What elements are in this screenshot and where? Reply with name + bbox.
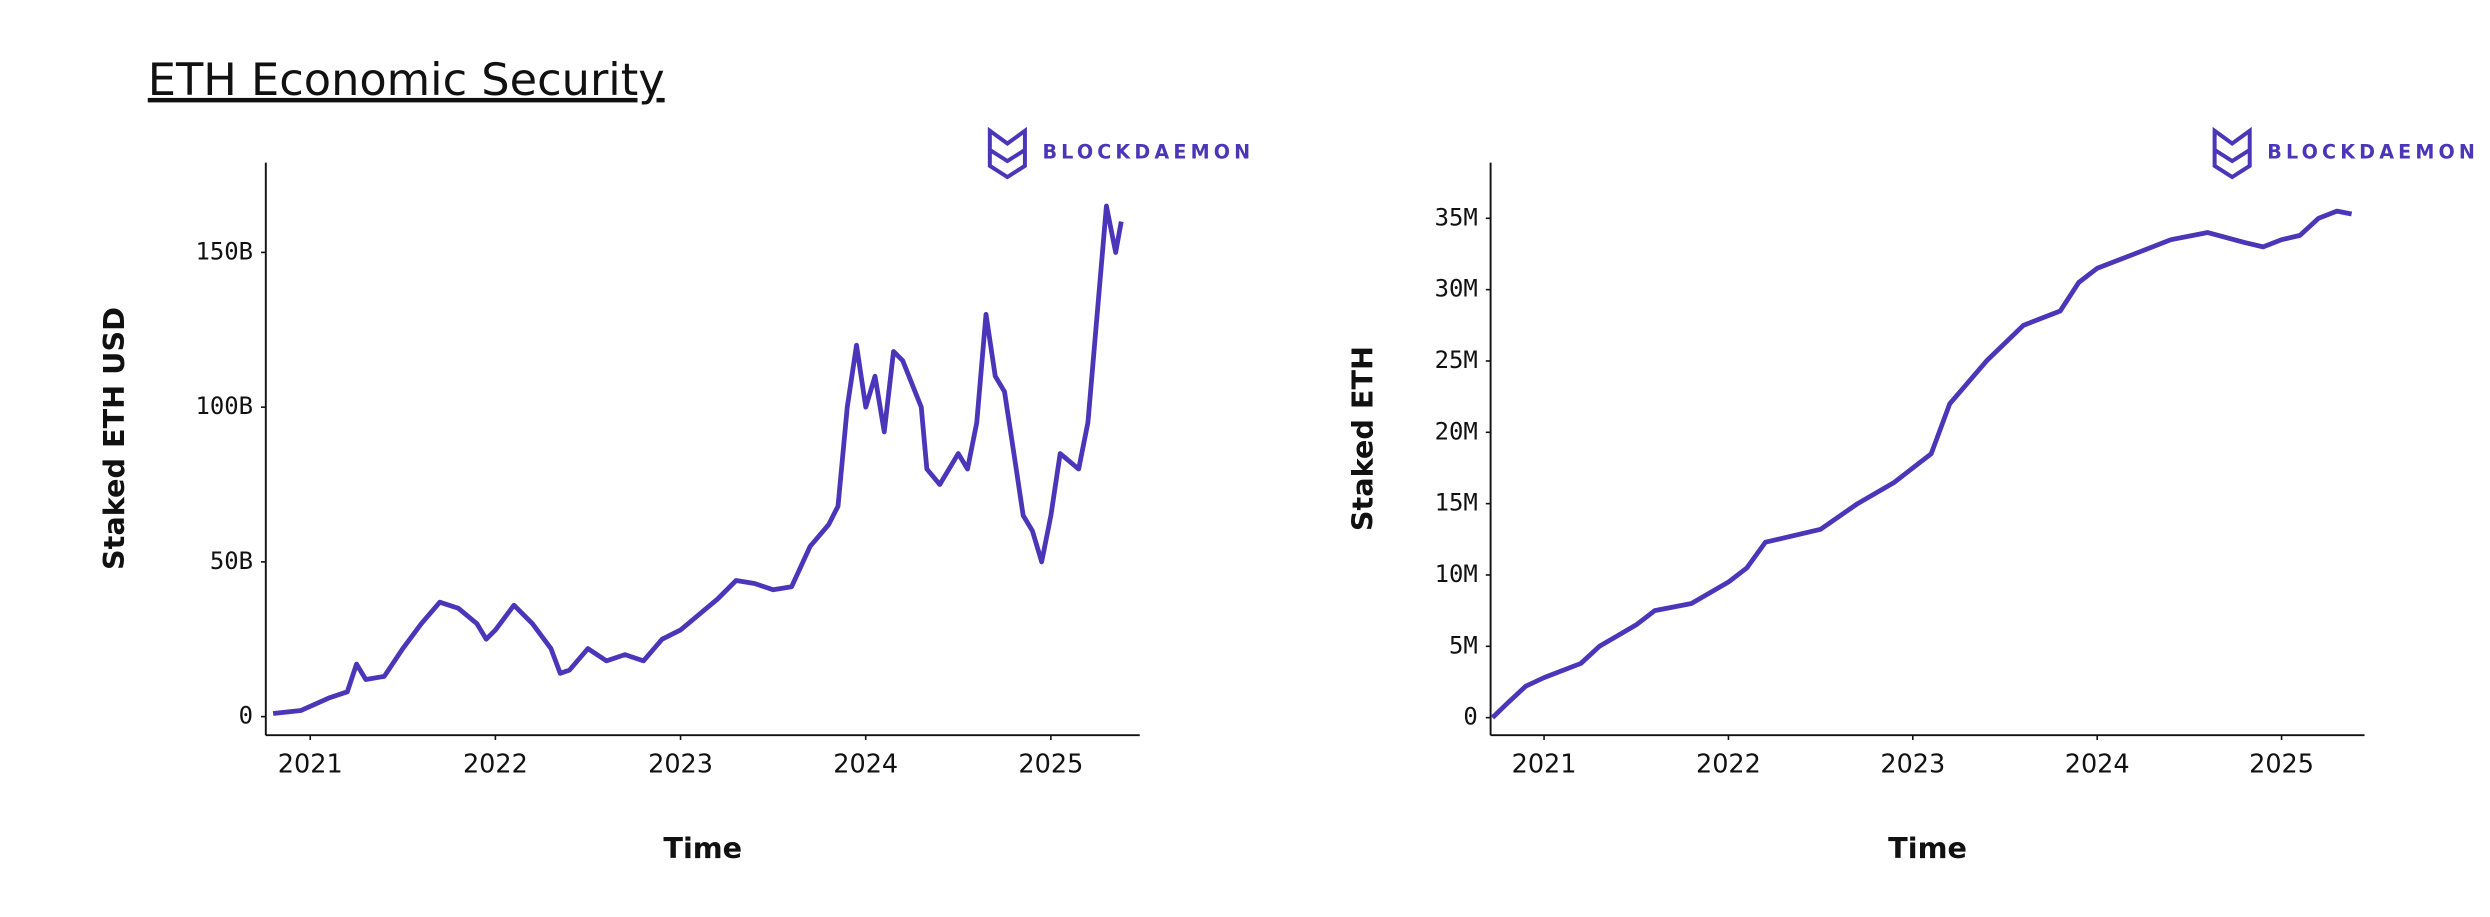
logo-icon: [987, 126, 2252, 180]
x-tick-label: 2025: [2249, 749, 2314, 779]
logo-text: BLOCKDAEMON: [2267, 141, 2479, 164]
x-tick-label: 2023: [1880, 749, 1945, 779]
y-axis-label: Staked ETH: [1346, 346, 1380, 531]
y-tick-label: 150B: [195, 237, 253, 265]
y-tick-label: 20M: [1435, 417, 1478, 445]
x-axis-label: Time: [1888, 831, 1967, 865]
x-tick-label: 2024: [833, 749, 898, 779]
y-tick-label: 0: [239, 702, 253, 730]
y-tick-label: 25M: [1435, 346, 1478, 374]
y-tick-label: 15M: [1435, 489, 1478, 517]
x-tick-label: 2022: [1696, 749, 1761, 779]
line-series: [1490, 208, 2353, 720]
x-tick-label: 2024: [2065, 749, 2130, 779]
y-tick-label: 100B: [195, 392, 253, 420]
x-tick-label: 2021: [1512, 749, 1577, 779]
y-tick-label: 5M: [1449, 631, 1478, 659]
y-tick-label: 35M: [1435, 203, 1478, 231]
y-tick-label: 10M: [1435, 560, 1478, 588]
x-tick-label: 2023: [648, 749, 713, 779]
y-tick-label: 30M: [1435, 275, 1478, 303]
y-tick-label: 50B: [210, 547, 253, 575]
y-axis-label: Staked ETH USD: [97, 307, 131, 570]
x-tick-label: 2022: [463, 749, 528, 779]
x-axis-label: Time: [663, 831, 742, 865]
logo-text: BLOCKDAEMON: [1042, 141, 1254, 164]
x-tick-label: 2021: [278, 749, 343, 779]
x-tick-label: 2025: [1018, 749, 1083, 779]
y-tick-label: 0: [1463, 703, 1477, 731]
page-title: ETH Economic Security: [148, 54, 665, 106]
line-series: [272, 203, 1124, 716]
